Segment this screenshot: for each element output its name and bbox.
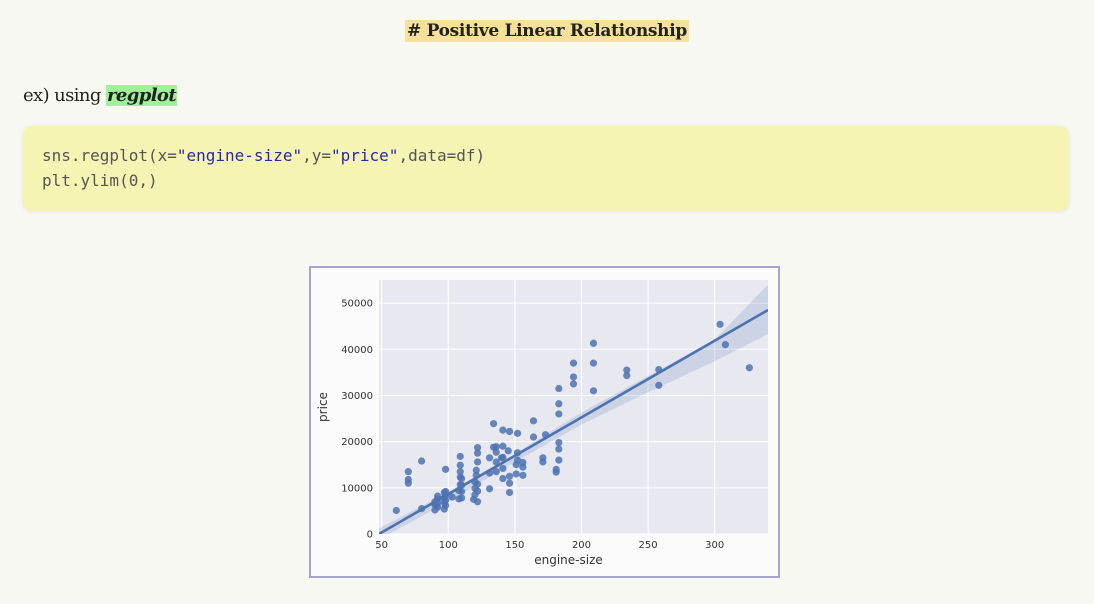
data-point — [513, 429, 522, 437]
data-point — [505, 479, 514, 487]
regression-line — [379, 308, 768, 534]
example-prefix: ex) using — [23, 85, 106, 106]
data-point — [499, 442, 507, 450]
data-point — [457, 487, 466, 496]
code-line-1: sns.regplot(x="engine-size",y="price",da… — [42, 146, 485, 165]
data-point — [569, 380, 578, 388]
data-point — [589, 359, 598, 367]
data-point — [492, 448, 500, 456]
data-point — [456, 461, 464, 469]
example-highlight: regplot — [105, 85, 178, 106]
data-point — [716, 320, 724, 328]
data-point — [489, 420, 498, 428]
y-tick-label: 20000 — [341, 437, 373, 448]
data-point — [473, 498, 482, 506]
data-point — [623, 366, 631, 374]
code-line-2: plt.ylim(0,) — [42, 171, 158, 190]
data-point — [418, 457, 426, 465]
data-point — [473, 480, 482, 488]
data-point — [623, 371, 631, 380]
chart-figure: 50 100 150 200 250 300 0 10000 20000 30000 40000 50… — [309, 266, 780, 578]
data-point — [499, 464, 507, 473]
code-text: ,data=df) — [398, 146, 486, 165]
data-point — [473, 444, 482, 452]
y-tick-label: 40000 — [341, 345, 373, 356]
regplot-chart: 50 100 150 200 250 300 0 10000 20000 30000 40000 50… — [316, 280, 768, 567]
code-text: sns.regplot(x= — [42, 146, 177, 165]
data-point — [472, 466, 480, 474]
data-point — [505, 488, 514, 497]
data-point — [555, 456, 563, 464]
data-point — [569, 373, 578, 381]
data-point — [457, 474, 466, 483]
data-point — [555, 438, 563, 447]
data-point — [519, 471, 527, 479]
data-point — [404, 479, 412, 487]
data-point — [589, 387, 598, 395]
y-axis-title: price — [316, 392, 330, 422]
data-point — [505, 427, 514, 436]
x-tick-label: 200 — [572, 540, 591, 551]
data-point — [745, 364, 753, 372]
page-heading: # Positive Linear Relationship — [405, 20, 689, 42]
data-point — [499, 474, 507, 483]
data-point — [485, 454, 494, 462]
data-point — [456, 468, 464, 476]
data-point — [529, 417, 538, 425]
data-point — [473, 449, 482, 457]
data-point — [555, 410, 563, 418]
data-point — [473, 458, 482, 466]
data-point — [457, 494, 466, 502]
data-point — [504, 447, 512, 455]
data-point — [442, 465, 450, 473]
data-point — [512, 470, 520, 478]
data-point — [721, 341, 729, 349]
data-point — [499, 453, 507, 461]
code-string-x: "engine-size" — [176, 146, 303, 165]
data-point — [434, 503, 442, 511]
data-point — [448, 493, 456, 501]
data-point — [505, 472, 514, 480]
data-point — [442, 496, 450, 504]
code-string-y: "price" — [331, 146, 399, 165]
example-line: ex) using regplot — [23, 85, 178, 106]
data-point — [492, 468, 500, 476]
confidence-band — [379, 284, 768, 534]
x-tick-label: 100 — [439, 540, 458, 551]
y-tick-label: 30000 — [341, 391, 373, 402]
data-point — [555, 445, 563, 453]
data-point — [499, 426, 507, 434]
data-point — [473, 487, 482, 495]
code-block: sns.regplot(x="engine-size",y="price",da… — [23, 126, 1069, 211]
y-tick-label: 50000 — [341, 299, 373, 310]
y-tick-label: 10000 — [341, 483, 373, 494]
data-point — [529, 433, 538, 441]
x-tick-label: 300 — [705, 540, 724, 551]
data-point — [552, 465, 560, 473]
data-point — [442, 501, 450, 509]
code-text: ,y= — [302, 146, 331, 165]
x-tick-label: 150 — [505, 540, 524, 551]
data-point — [539, 458, 547, 466]
data-point — [569, 359, 578, 367]
x-axis-title: engine-size — [534, 553, 603, 567]
data-point — [392, 506, 400, 515]
data-point — [655, 381, 663, 389]
x-tick-label: 250 — [639, 540, 658, 551]
data-point — [555, 400, 563, 408]
data-point — [485, 485, 494, 493]
x-tick-label: 50 — [375, 540, 388, 551]
data-point — [456, 452, 464, 461]
data-point — [492, 458, 500, 466]
data-point — [555, 384, 563, 393]
y-tick-label: 0 — [367, 530, 373, 541]
data-point — [492, 443, 500, 451]
data-point — [589, 339, 598, 347]
data-point — [519, 458, 527, 467]
heading-container: # Positive Linear Relationship — [0, 20, 1094, 42]
data-point — [404, 468, 412, 476]
